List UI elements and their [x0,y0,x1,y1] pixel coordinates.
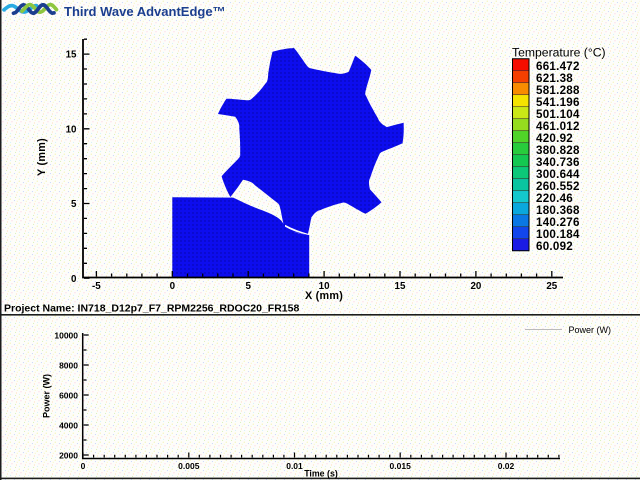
svg-text:25: 25 [546,281,557,292]
svg-text:0.005: 0.005 [178,461,200,471]
svg-text:0: 0 [170,281,176,292]
svg-text:0.01: 0.01 [286,461,303,471]
svg-text:20: 20 [470,281,481,292]
svg-text:15: 15 [395,281,406,292]
svg-text:15: 15 [66,50,77,61]
svg-text:0: 0 [71,274,77,285]
svg-text:-5: -5 [92,281,101,292]
svg-text:Third Wave AdvantEdge™: Third Wave AdvantEdge™ [64,4,226,19]
svg-text:300.644: 300.644 [536,168,580,181]
svg-text:340.736: 340.736 [536,156,580,169]
svg-text:661.472: 661.472 [536,60,580,73]
svg-text:5: 5 [71,199,77,210]
svg-text:10000: 10000 [54,331,78,341]
svg-text:10: 10 [66,124,77,135]
svg-text:Y (mm): Y (mm) [36,138,48,176]
svg-text:180.368: 180.368 [536,204,580,217]
svg-text:581.288: 581.288 [536,84,580,97]
svg-text:0: 0 [81,461,86,471]
svg-text:Power (W): Power (W) [42,374,52,418]
svg-text:621.38: 621.38 [536,72,573,85]
svg-text:4000: 4000 [59,421,78,431]
svg-text:Power (W): Power (W) [569,325,612,335]
svg-text:220.46: 220.46 [536,192,573,205]
svg-text:8000: 8000 [59,361,78,371]
svg-text:Project Name: IN718_D12p7_F7_R: Project Name: IN718_D12p7_F7_RPM2256_RDO… [4,303,299,315]
svg-text:260.552: 260.552 [536,180,580,193]
svg-text:501.104: 501.104 [536,108,580,121]
svg-text:541.196: 541.196 [536,96,580,109]
svg-text:380.828: 380.828 [536,144,580,157]
svg-text:6000: 6000 [59,391,78,401]
svg-text:Temperature (°C): Temperature (°C) [512,46,606,60]
svg-text:420.92: 420.92 [536,132,573,145]
svg-text:0.02: 0.02 [498,461,515,471]
svg-text:140.276: 140.276 [536,216,580,229]
svg-text:60.092: 60.092 [536,240,573,253]
svg-text:10: 10 [319,281,330,292]
svg-text:461.012: 461.012 [536,120,580,133]
svg-text:100.184: 100.184 [536,228,580,241]
svg-text:5: 5 [245,281,251,292]
svg-text:X (mm): X (mm) [305,290,343,302]
svg-text:Time (s): Time (s) [304,469,338,479]
svg-text:2000: 2000 [59,451,78,461]
svg-text:0.015: 0.015 [390,461,412,471]
